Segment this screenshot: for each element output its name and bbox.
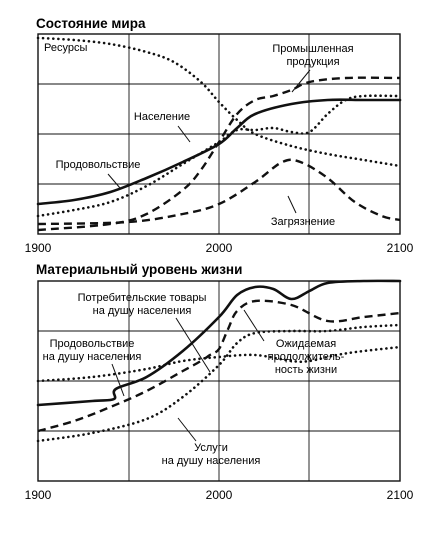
chart-bottom-title: Материальный уровень жизни [36,262,242,277]
chart-top-grid [38,34,400,234]
label-resources: Ресурсы [44,42,87,54]
leader-pollution [287,195,297,214]
leader-population [177,125,191,143]
leader-industrial [291,69,311,93]
bottom-series-line-0 [36,279,402,407]
label-consumer-goods-1: Потребительские товары [78,292,207,304]
label-services-2: на душу населения [162,455,261,467]
leader-food [107,173,121,189]
label-population: Население [134,111,190,123]
leader-life-expectancy [243,309,265,342]
bottom-series-line-3 [36,323,402,443]
bottom-series-line-1 [37,299,401,433]
chart-top-xtick-1900: 1900 [25,241,52,255]
chart-top-title: Состояние мира [36,16,146,31]
label-industrial-1: Промышленная [272,43,353,55]
label-consumer-goods-2: на душу населения [93,305,192,317]
label-life-expectancy-3: ность жизни [275,364,337,376]
chart-bottom: Материальный уровень жизни 1900 2000 210… [25,262,414,502]
label-services-1: Услуги [194,442,228,454]
chart-top-xtick-2100: 2100 [387,241,414,255]
top-series-line-0 [36,36,402,168]
chart-bottom-xtick-2100: 2100 [387,488,414,502]
chart-bottom-xtick-1900: 1900 [25,488,52,502]
top-series-line-1 [37,76,401,232]
label-food-per-capita-1: Продовольствие [50,338,135,350]
label-food-per-capita-2: на душу населения [43,351,142,363]
leader-food-per-capita [111,363,125,397]
leader-consumer-goods [175,317,211,373]
top-series-line-3 [36,94,402,218]
label-food: Продовольствие [56,159,141,171]
chart-bottom-xtick-2000: 2000 [206,488,233,502]
label-industrial-2: продукция [286,56,339,68]
chart-bottom-grid [38,281,400,481]
leader-services [177,417,197,442]
label-life-expectancy-1: Ожидаемая [276,338,336,350]
bottom-series-line-2 [36,345,402,383]
label-pollution: Загрязнение [271,216,335,228]
top-series-line-4 [37,158,401,226]
chart-top-xtick-2000: 2000 [206,241,233,255]
chart-top: Состояние мира 1900 2000 2100 Ресурсы Пр… [25,16,414,255]
label-life-expectancy-2: продолжитель- [268,351,345,363]
